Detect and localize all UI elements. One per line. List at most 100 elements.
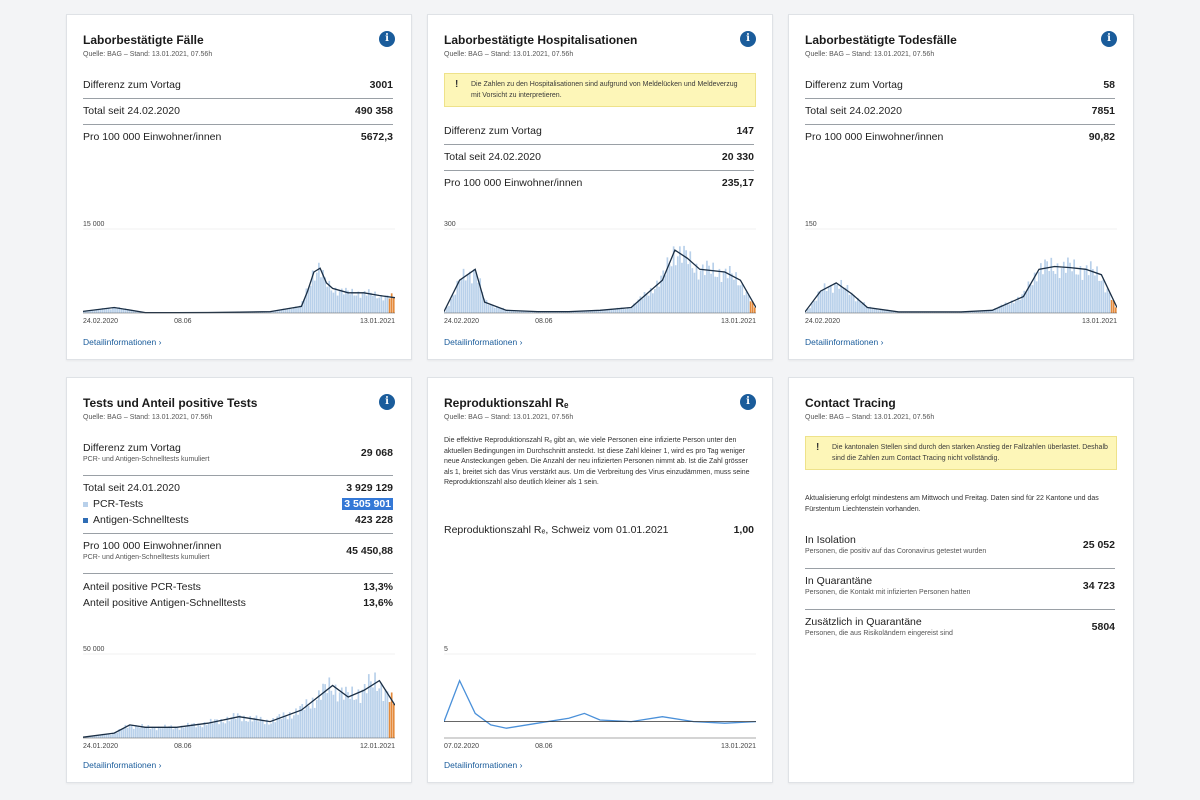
- chart-bar: [176, 727, 179, 738]
- stat-value: 147: [736, 125, 754, 137]
- chart-bar: [829, 284, 832, 313]
- chart-bar: [1073, 259, 1075, 313]
- chart-bar: [234, 718, 237, 738]
- chart-bar: [1015, 301, 1017, 313]
- chart-bar: [647, 295, 650, 313]
- stat-row: Total seit 24.02.2020 490 358: [83, 105, 393, 117]
- x-tick-label: 07.02.2020: [444, 743, 479, 750]
- chart-bar: [241, 721, 243, 738]
- chart-bar: [135, 725, 137, 738]
- chart-bar: [245, 721, 247, 738]
- chart-bar: [500, 308, 502, 313]
- chart-bar: [1060, 268, 1063, 313]
- chart-bar: [278, 309, 281, 313]
- chart-bar: [969, 311, 971, 313]
- chart-bar: [852, 294, 855, 313]
- detail-link[interactable]: Detailinformationen ›: [444, 337, 523, 347]
- chart-bar: [753, 307, 756, 313]
- chart-bar: [386, 691, 389, 738]
- chart-bar: [349, 294, 351, 313]
- card-title: Laborbestätigte Fälle: [83, 33, 204, 47]
- chart-bar: [850, 292, 853, 313]
- stat-label: Anteil positive Antigen-Schnelltests: [83, 597, 246, 609]
- chart-bar: [87, 311, 89, 313]
- chart-bar: [541, 311, 544, 313]
- chart-bar: [99, 309, 102, 313]
- chart-bar: [842, 287, 845, 313]
- chart-bar: [351, 288, 353, 313]
- y-max-label: 15 000: [83, 221, 105, 228]
- chart-bar: [749, 301, 752, 313]
- chart-bar: [91, 736, 93, 738]
- stat-row: Total seit 24.01.2020 3 929 129: [83, 482, 393, 494]
- chart-bar: [485, 300, 488, 313]
- chart-bar: [940, 312, 942, 313]
- chart-bar: [1062, 261, 1065, 313]
- chart-bar: [1096, 266, 1098, 313]
- chart-bar: [805, 311, 807, 313]
- chart-bar: [527, 311, 529, 313]
- chart-bar: [305, 288, 308, 313]
- chart-bar: [577, 311, 579, 313]
- chart-bar: [689, 251, 692, 313]
- stat-sublabel: Personen, die aus Risikoländern eingerei…: [805, 630, 953, 637]
- stat-value: 90,82: [1088, 131, 1115, 143]
- chart-bar: [355, 699, 358, 738]
- chart-bar: [1094, 275, 1096, 313]
- chart-bar: [699, 270, 702, 313]
- chart-bar: [963, 311, 965, 313]
- chart-bar: [635, 304, 638, 313]
- chart-bar: [811, 303, 813, 313]
- chart-bar: [89, 736, 91, 738]
- chart-bar: [622, 307, 625, 313]
- chart-bar: [135, 310, 137, 313]
- stat-row: In Quarantäne Personen, die Kontakt mit i…: [805, 575, 1115, 596]
- chart-bar: [575, 311, 577, 313]
- stat-label: Pro 100 000 Einwohner/innen: [83, 131, 222, 143]
- chart-bar: [114, 307, 116, 313]
- detail-link[interactable]: Detailinformationen ›: [83, 760, 162, 770]
- chart-bar: [714, 276, 717, 313]
- chart-bar: [722, 271, 725, 313]
- chart-bar: [87, 737, 89, 738]
- info-icon[interactable]: i: [379, 394, 395, 410]
- chart-bar: [639, 296, 642, 313]
- chart-bar: [120, 729, 123, 738]
- info-icon[interactable]: i: [740, 31, 756, 47]
- chart-bar: [251, 721, 254, 738]
- chart-bar: [141, 724, 143, 738]
- chart-bar: [975, 310, 978, 313]
- info-icon[interactable]: i: [1101, 31, 1117, 47]
- chart-bar: [307, 705, 310, 738]
- chart-bar: [1029, 284, 1032, 313]
- chart-bar: [349, 698, 351, 738]
- detail-link[interactable]: Detailinformationen ›: [444, 760, 523, 770]
- chart-bar: [1112, 300, 1115, 313]
- chart-bar: [116, 308, 118, 313]
- stat-label: Total seit 24.02.2020: [83, 105, 180, 117]
- chart-bar: [128, 309, 131, 313]
- chart-bar: [1087, 275, 1090, 313]
- chart-bar: [710, 273, 712, 313]
- chart-bar: [998, 306, 1001, 313]
- info-icon[interactable]: i: [740, 394, 756, 410]
- chart-bar: [491, 304, 494, 313]
- chart-bar: [606, 310, 608, 313]
- chart-bar: [718, 268, 721, 313]
- chart-bar: [660, 275, 662, 313]
- chart-bar: [593, 309, 596, 313]
- chart-bar: [1114, 307, 1117, 313]
- divider: [83, 98, 393, 99]
- info-icon[interactable]: i: [379, 31, 395, 47]
- stat-value: 3 929 129: [346, 482, 393, 494]
- chart-bar: [502, 307, 504, 313]
- stat-row: Pro 100 000 Einwohner/innen 235,17: [444, 177, 754, 189]
- stat-value-selected: 3 505 901: [342, 498, 393, 510]
- detail-link[interactable]: Detailinformationen ›: [83, 337, 162, 347]
- chart-bar: [149, 729, 152, 738]
- chart-bar: [1027, 281, 1030, 313]
- chart-bar: [232, 713, 235, 738]
- detail-link[interactable]: Detailinformationen ›: [805, 337, 884, 347]
- chart-bar: [299, 305, 301, 313]
- chart-bar: [132, 728, 135, 738]
